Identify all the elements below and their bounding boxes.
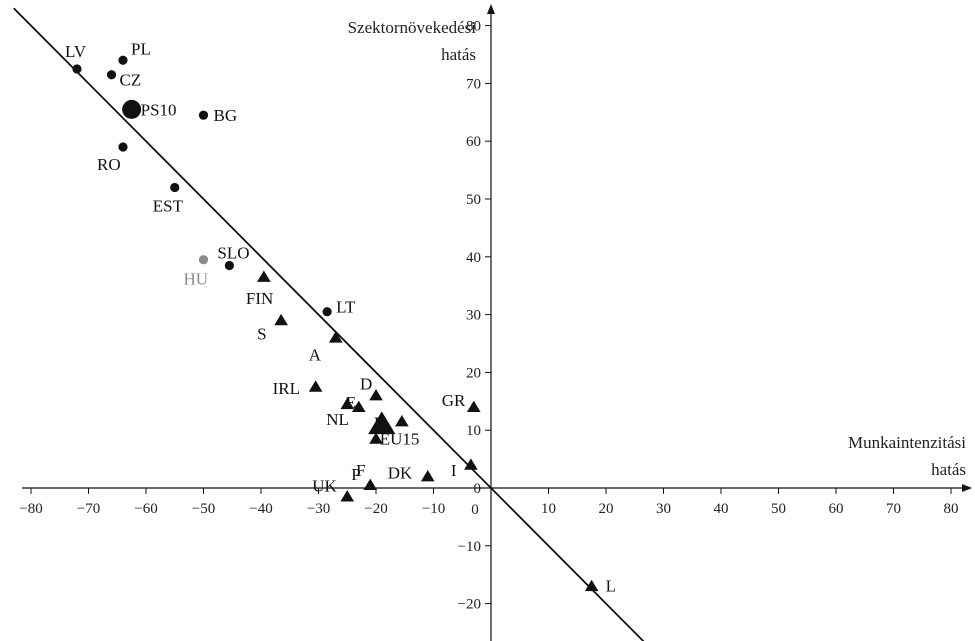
x-tick-label: −40 bbox=[249, 501, 272, 517]
data-point-hu bbox=[198, 255, 209, 265]
point-label-ro: RO bbox=[97, 155, 121, 174]
x-tick-label: −30 bbox=[307, 501, 330, 517]
data-point-a bbox=[328, 331, 343, 343]
data-point-p bbox=[363, 478, 378, 490]
data-point-irl bbox=[308, 380, 323, 392]
data-points bbox=[72, 55, 599, 592]
point-label-est: EST bbox=[153, 196, 184, 215]
x-tick-label: 30 bbox=[656, 501, 671, 517]
y-tick-label: −20 bbox=[458, 597, 481, 613]
y-tick-label: 40 bbox=[466, 250, 481, 266]
point-label-eu15: EU15 bbox=[380, 429, 420, 448]
y-tick-label: −10 bbox=[458, 539, 481, 555]
point-label-ps10: PS10 bbox=[141, 100, 177, 119]
regression-line bbox=[13, 7, 645, 641]
y-axis-title-line1: Szektornövekedési bbox=[348, 18, 477, 37]
y-axis-arrowhead bbox=[487, 4, 495, 14]
y-tick-label: 30 bbox=[466, 308, 481, 324]
data-point-cz bbox=[106, 70, 117, 80]
data-point-lv bbox=[72, 64, 82, 74]
x-tick-label: 20 bbox=[599, 501, 614, 517]
point-label-pl: PL bbox=[131, 39, 151, 58]
x-tick-label: −80 bbox=[19, 501, 42, 517]
point-label-b: B bbox=[374, 414, 385, 433]
x-tick-label: 40 bbox=[714, 501, 729, 517]
data-point-l bbox=[584, 579, 599, 592]
data-point-nl bbox=[340, 397, 355, 410]
point-label-bg: BG bbox=[214, 106, 238, 125]
data-point-est bbox=[170, 182, 180, 193]
x-axis-title-line2: hatás bbox=[931, 460, 966, 479]
data-point-slo bbox=[224, 260, 234, 271]
data-point-eu15 bbox=[368, 411, 396, 435]
data-point-d bbox=[369, 389, 383, 401]
data-point-ps10 bbox=[122, 99, 142, 119]
point-label-hu: HU bbox=[184, 270, 209, 289]
data-point-pl bbox=[118, 55, 128, 65]
point-label-l: L bbox=[606, 576, 616, 595]
point-label-f: F bbox=[356, 461, 365, 480]
point-label-dk: DK bbox=[388, 463, 413, 482]
x-axis-title-line1: Munkaintenzitási bbox=[848, 433, 966, 452]
data-point-e bbox=[351, 400, 366, 412]
data-point-s bbox=[274, 313, 288, 326]
point-label-p: P bbox=[351, 465, 360, 484]
point-label-cz: CZ bbox=[120, 71, 142, 90]
x-tick-label: 80 bbox=[944, 501, 959, 517]
axis-ticks: −80 −70 −60 −50 −40 −30 −20 −10 0 10 20 30 40 50 60 70 8… bbox=[19, 19, 958, 613]
point-label-lt: LT bbox=[336, 298, 356, 317]
y-tick-label: 0 bbox=[474, 481, 482, 497]
point-label-a: A bbox=[309, 346, 322, 365]
x-tick-label: 60 bbox=[829, 501, 844, 517]
point-label-slo: SLO bbox=[217, 243, 249, 262]
x-tick-label: −20 bbox=[364, 501, 387, 517]
y-tick-label: 50 bbox=[466, 192, 481, 208]
point-label-s: S bbox=[257, 324, 266, 343]
data-point-gr bbox=[466, 400, 481, 412]
point-label-gr: GR bbox=[442, 391, 466, 410]
y-tick-label: 60 bbox=[466, 134, 481, 150]
x-tick-label: 0 bbox=[471, 502, 479, 518]
x-tick-label: −50 bbox=[192, 501, 215, 517]
point-label-i: I bbox=[451, 461, 457, 480]
y-tick-label: 20 bbox=[466, 365, 481, 381]
x-tick-label: 50 bbox=[771, 501, 786, 517]
y-tick-label: 70 bbox=[466, 76, 481, 92]
point-label-e: E bbox=[346, 393, 356, 412]
data-point-bg bbox=[198, 110, 209, 120]
point-label-nl: NL bbox=[326, 410, 349, 429]
point-label-d: D bbox=[360, 375, 372, 394]
x-tick-label: −60 bbox=[134, 501, 157, 517]
point-label-irl: IRL bbox=[273, 379, 300, 398]
y-axis-title-line2: hatás bbox=[441, 45, 476, 64]
x-axis-arrowhead bbox=[962, 484, 972, 492]
y-tick-label: 80 bbox=[466, 19, 481, 35]
x-tick-label: −70 bbox=[77, 501, 100, 517]
x-tick-label: 10 bbox=[541, 501, 556, 517]
data-point-f bbox=[369, 432, 383, 444]
data-point-ro bbox=[118, 142, 128, 152]
data-point-b bbox=[395, 415, 409, 427]
data-point-dk bbox=[420, 469, 435, 482]
data-point-lt bbox=[322, 307, 332, 317]
y-tick-label: 10 bbox=[466, 423, 481, 439]
data-point-fin bbox=[257, 270, 271, 282]
x-tick-label: −10 bbox=[422, 501, 445, 517]
point-label-fin: FIN bbox=[246, 289, 273, 308]
data-point-i bbox=[464, 458, 478, 470]
data-point-uk bbox=[340, 490, 355, 502]
x-tick-label: 70 bbox=[886, 501, 901, 517]
point-label-uk: UK bbox=[312, 477, 337, 496]
point-label-lv: LV bbox=[65, 42, 87, 61]
